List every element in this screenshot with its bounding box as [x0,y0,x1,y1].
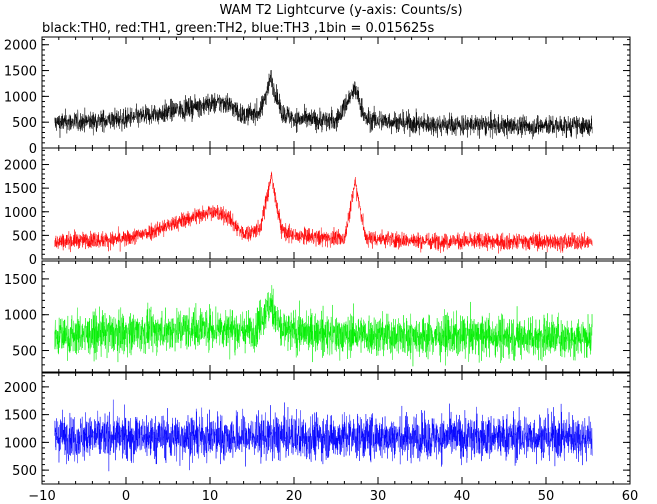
y-tick-label: 0 [29,142,37,157]
x-tick-label: 60 [622,489,639,504]
y-tick-label: 1500 [4,273,37,288]
x-tick-label: 0 [122,489,130,504]
y-tick-label: 500 [12,345,37,360]
series-th2 [54,285,593,367]
x-tick-label: 50 [538,489,555,504]
x-tick-label: −10 [28,489,55,504]
y-tick-label: 1000 [4,309,37,324]
series-th0 [54,70,593,140]
x-tick-label: 30 [370,489,387,504]
panel-frame [41,372,631,485]
y-tick-label: 1500 [4,182,37,197]
chart-subtitle: black:TH0, red:TH1, green:TH2, blue:TH3 … [42,21,435,36]
y-tick-label: 1500 [4,409,37,424]
y-tick-label: 1000 [4,436,37,451]
y-tick-label: 500 [12,116,37,131]
y-tick-label: 1500 [4,65,37,80]
panel-th3: 500 1000 1500 2000 [4,372,631,485]
x-tick-label: 40 [454,489,471,504]
y-tick-label: 2000 [4,159,37,174]
x-axis: −10 0 10 20 30 40 50 60 [28,489,638,504]
y-tick-label: 1000 [4,206,37,221]
x-tick-label: 20 [286,489,303,504]
panels: 0 500 1000 1500 2000 0 500 1000 1500 2000 500 1000 1… [4,36,631,485]
panel-frame [41,260,631,373]
series-th1 [54,171,593,254]
panel-frame [41,147,631,260]
y-tick-label: 0 [29,253,37,268]
y-tick-label: 500 [12,229,37,244]
panel-th1: 0 500 1000 1500 2000 [4,147,631,268]
panel-th2: 500 1000 1500 [4,260,631,373]
y-tick-label: 500 [12,464,37,479]
y-tick-label: 2000 [4,39,37,54]
chart-title: WAM T2 Lightcurve (y-axis: Counts/s) [219,3,462,18]
panel-frame [41,36,631,149]
y-tick-label: 1000 [4,90,37,105]
y-tick-label: 2000 [4,381,37,396]
panel-th0: 0 500 1000 1500 2000 [4,36,631,157]
x-tick-label: 10 [202,489,219,504]
series-th3 [54,399,593,472]
